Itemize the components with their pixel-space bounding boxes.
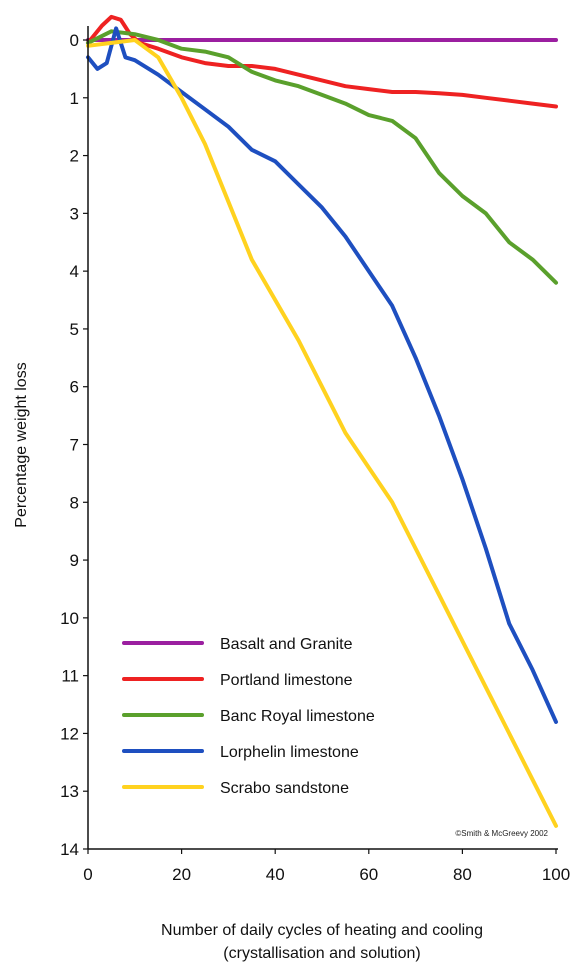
legend-label-4: Scrabo sandstone — [220, 780, 349, 797]
legend-label-3: Lorphelin limestone — [220, 744, 359, 761]
y-tick-label: 11 — [61, 667, 79, 686]
x-axis-title-line2: (crystallisation and solution) — [223, 945, 420, 962]
y-tick-label: 13 — [60, 782, 79, 801]
y-tick-label: 6 — [70, 378, 79, 397]
y-axis-title: Percentage weight loss — [13, 362, 30, 527]
y-tick-label: 2 — [70, 147, 79, 166]
series-line-4 — [86, 38, 558, 828]
legend-label-2: Banc Royal limestone — [220, 708, 375, 725]
y-tick-label: 12 — [60, 724, 79, 743]
y-tick-label: 9 — [70, 551, 79, 570]
y-tick-label: 5 — [70, 320, 79, 339]
y-tick-label: 1 — [70, 89, 79, 108]
x-tick-label: 100 — [542, 865, 570, 884]
x-tick-label: 40 — [266, 865, 285, 884]
y-tick-label: 4 — [70, 262, 79, 281]
series-line-2 — [86, 29, 558, 285]
y-tick-label: 7 — [70, 436, 79, 455]
y-tick-label: 3 — [70, 204, 79, 223]
copyright-credit: ©Smith & McGreevy 2002 — [455, 829, 548, 838]
y-tick-label: 14 — [60, 840, 79, 859]
y-tick-label: 0 — [70, 31, 79, 50]
legend-label-0: Basalt and Granite — [220, 636, 353, 653]
legend-label-1: Portland limestone — [220, 672, 353, 689]
x-tick-label: 20 — [172, 865, 191, 884]
x-tick-label: 60 — [359, 865, 378, 884]
y-tick-label: 10 — [60, 609, 79, 628]
legend: Basalt and Granite Portland limestone Banc… — [122, 636, 375, 797]
axes — [87, 26, 558, 850]
x-tick-label: 0 — [83, 865, 92, 884]
y-tick-label: 8 — [70, 493, 79, 512]
x-axis-title-line1: Number of daily cycles of heating and co… — [161, 922, 483, 939]
series-lines — [86, 14, 558, 828]
x-tick-label: 80 — [453, 865, 472, 884]
series-line-3 — [86, 26, 558, 724]
